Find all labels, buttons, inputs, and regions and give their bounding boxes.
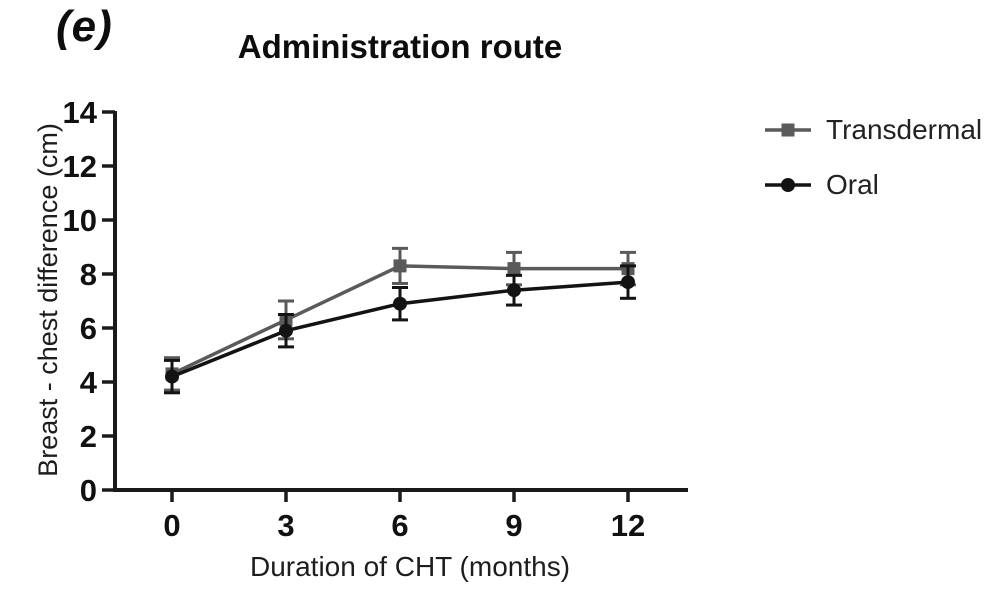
data-point-oral [279,323,293,338]
y-tick-label: 12 [63,149,97,184]
y-tick-label: 4 [80,365,98,400]
x-tick-label: 3 [277,508,294,543]
chart-title: Administration route [237,28,563,65]
y-tick-label: 2 [80,419,97,454]
y-tick-label: 8 [80,257,97,292]
legend-item-transdermal: Transdermal [763,114,982,146]
legend-item-oral: Oral [763,169,982,201]
data-point-oral [507,283,521,298]
legend: Transdermal Oral [763,114,982,201]
x-tick-label: 0 [163,508,180,543]
y-tick-label: 14 [63,95,98,130]
x-axis-label: Duration of CHT (months) [249,551,571,582]
data-point-transdermal [507,262,521,276]
x-tick-label: 9 [505,508,522,543]
y-tick-label: 0 [80,473,97,508]
legend-label: Oral [826,169,879,200]
data-point-oral [393,296,407,311]
legend-label: Transdermal [826,114,983,145]
data-point-oral [621,275,635,290]
y-tick-label: 10 [63,203,97,238]
x-tick-label: 12 [611,508,645,543]
y-tick-label: 6 [80,311,97,346]
data-point-transdermal [393,259,407,273]
data-point-oral [165,369,179,384]
panel-label: (e) [56,2,113,51]
x-tick-label: 6 [391,508,408,543]
legend-marker-circle-icon [765,178,811,192]
y-axis-label: Breast - chest difference (cm) [33,123,63,477]
legend-marker-square-icon [765,123,811,137]
